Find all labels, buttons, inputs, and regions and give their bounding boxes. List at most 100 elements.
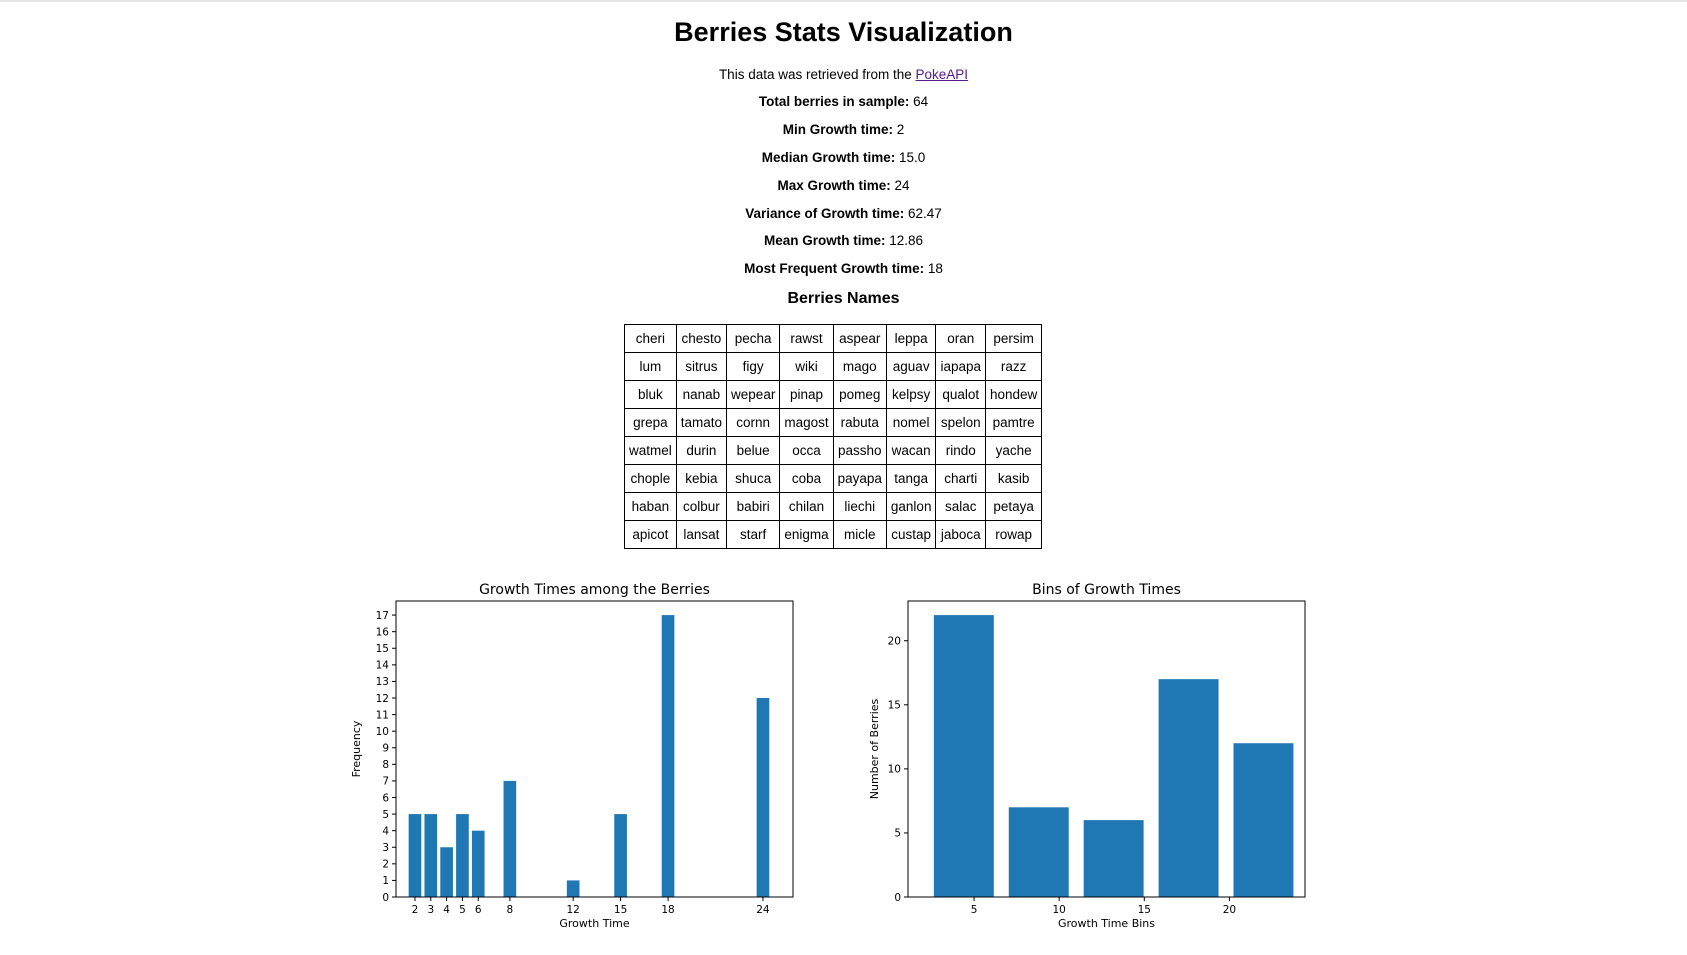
y-tick-label: 7 — [382, 776, 389, 788]
table-row: cheri chesto pecha rawst aspear leppa oran pers… — [624, 324, 1043, 353]
pokeapi-link[interactable]: PokeAPI — [915, 67, 969, 82]
stat-mode: Most Frequent Growth time: 18 — [0, 260, 1687, 278]
berry-name-cell: watmel — [624, 436, 677, 465]
y-tick-label: 11 — [376, 709, 389, 721]
berry-name-cell: pecha — [726, 324, 781, 353]
stat-median: Median Growth time: 15.0 — [0, 149, 1687, 167]
y-tick-label: 16 — [376, 626, 390, 638]
berry-name-cell: coba — [779, 464, 834, 493]
berry-name-cell: spelon — [935, 408, 986, 437]
berry-name-cell: aspear — [832, 324, 887, 353]
table-row: bluk nanab wepear pinap pomeg kelpsy qualot hon… — [624, 380, 1043, 409]
y-tick-label: 15 — [888, 700, 901, 712]
y-tick-label: 8 — [382, 759, 389, 771]
bar — [440, 847, 453, 897]
stat-label: Variance of Growth time: — [745, 206, 905, 221]
stat-max: Max Growth time: 24 — [0, 177, 1687, 195]
chart-title: Growth Times among the Berries — [479, 582, 710, 598]
berry-name-cell: chilan — [779, 492, 834, 521]
berry-name-cell: chople — [624, 464, 677, 493]
x-tick-label: 15 — [614, 904, 627, 916]
berry-name-cell: wiki — [779, 352, 834, 381]
y-tick-label: 2 — [382, 859, 389, 871]
x-tick-label: 6 — [475, 904, 482, 916]
berry-name-cell: figy — [726, 352, 781, 381]
bar — [1158, 679, 1219, 897]
stat-value: 12.86 — [889, 233, 924, 248]
stat-mean: Mean Growth time: 12.86 — [0, 232, 1687, 250]
berry-name-cell: grepa — [624, 408, 677, 437]
berry-name-cell: shuca — [726, 464, 781, 493]
x-tick-label: 20 — [1223, 904, 1236, 916]
berry-names-table: cheri chesto pecha rawst aspear leppa oran pers… — [624, 324, 1043, 549]
berry-name-cell: ganlon — [885, 492, 937, 521]
berry-name-cell: colbur — [675, 492, 728, 521]
stat-label: Total berries in sample: — [758, 94, 910, 109]
stat-label: Min Growth time: — [782, 122, 893, 137]
bar — [756, 698, 770, 897]
stat-label: Mean Growth time: — [763, 233, 886, 248]
berry-name-cell: custap — [885, 520, 937, 549]
berry-name-cell: haban — [624, 492, 677, 521]
stat-value: 2 — [896, 122, 905, 137]
berry-name-cell: lansat — [675, 520, 728, 549]
bar — [424, 814, 438, 897]
source-line: This data was retrieved from the PokeAPI — [0, 66, 1687, 84]
x-tick-label: 18 — [661, 904, 674, 916]
stat-label: Median Growth time: — [761, 150, 896, 165]
stat-value: 62.47 — [908, 206, 942, 221]
berry-name-cell: lum — [624, 352, 677, 381]
berry-name-cell: rindo — [935, 436, 986, 465]
berry-name-cell: mago — [832, 352, 887, 381]
table-row: watmel durin belue occa passho wacan rindo yach… — [624, 436, 1043, 465]
berry-name-cell: persim — [984, 324, 1043, 353]
bar — [614, 814, 627, 897]
stat-total: Total berries in sample: 64 — [0, 93, 1687, 111]
berry-name-cell: enigma — [779, 520, 834, 549]
table-row: apicot lansat starf enigma micle custap jaboca… — [624, 520, 1043, 549]
table-row: chople kebia shuca coba payapa tanga charti kas… — [624, 464, 1043, 493]
y-tick-label: 3 — [382, 842, 389, 854]
y-tick-label: 9 — [382, 743, 389, 755]
x-tick-label: 5 — [459, 904, 466, 916]
x-tick-label: 2 — [412, 904, 419, 916]
berry-name-cell: passho — [832, 436, 887, 465]
page-title: Berries Stats Visualization — [674, 17, 1013, 47]
x-tick-label: 12 — [566, 904, 579, 916]
plot-frame — [395, 600, 794, 898]
bar — [408, 814, 422, 897]
bar — [566, 880, 580, 897]
table-row: lum sitrus figy wiki mago aguav iapapa razz — [624, 352, 1043, 381]
bar — [503, 780, 517, 897]
berry-name-cell: belue — [726, 436, 781, 465]
y-tick-label: 4 — [382, 825, 389, 837]
names-title: Berries Names — [787, 290, 900, 307]
growth-bins-chart: Bins of Growth Times 5 10 15 20 0 5 10 15 20 Growt… — [868, 582, 1306, 930]
berry-name-cell: durin — [675, 436, 728, 465]
stat-variance: Variance of Growth time: 62.47 — [0, 205, 1687, 223]
berry-name-cell: salac — [935, 492, 986, 521]
y-axis-label: Frequency — [350, 720, 363, 777]
plot-frame — [907, 600, 1306, 898]
y-tick-label: 13 — [376, 676, 389, 688]
chart-title: Bins of Growth Times — [1032, 582, 1181, 598]
stat-label: Max Growth time: — [777, 178, 891, 193]
source-prefix: This data was retrieved from the — [718, 67, 916, 82]
berry-name-cell: razz — [984, 352, 1043, 381]
berry-name-cell: kelpsy — [885, 380, 937, 409]
berry-name-cell: tanga — [885, 464, 937, 493]
stat-value: 18 — [927, 261, 943, 276]
y-tick-label: 10 — [888, 764, 901, 776]
bar — [456, 814, 469, 897]
y-tick-label: 14 — [376, 660, 390, 672]
berry-name-cell: aguav — [885, 352, 937, 381]
bar — [933, 615, 994, 897]
x-tick-label: 8 — [507, 904, 514, 916]
berry-name-cell: charti — [935, 464, 986, 493]
berry-name-cell: tamato — [675, 408, 728, 437]
berry-name-cell: rowap — [984, 520, 1043, 549]
berry-name-cell: rawst — [779, 324, 834, 353]
y-tick-label: 6 — [382, 792, 389, 804]
berry-name-cell: liechi — [832, 492, 887, 521]
table-row: grepa tamato cornn magost rabuta nomel spelon p… — [624, 408, 1043, 437]
